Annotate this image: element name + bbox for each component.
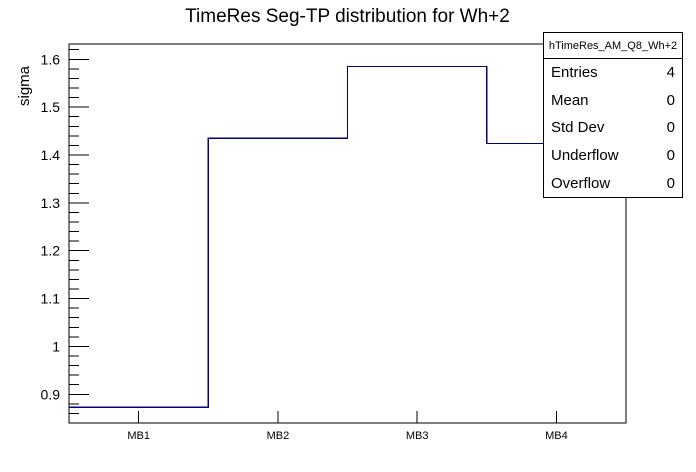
stats-value: 0 xyxy=(666,147,675,165)
stats-label: Entries xyxy=(551,64,598,82)
stats-value: 0 xyxy=(666,119,675,137)
stats-row-entries: Entries 4 xyxy=(544,59,682,87)
plot-frame xyxy=(68,43,627,424)
stats-label: Std Dev xyxy=(551,119,605,137)
x-tick-label: MB4 xyxy=(545,430,568,442)
stats-row-mean: Mean 0 xyxy=(544,87,682,115)
stats-label: Mean xyxy=(551,91,589,109)
y-tick-label: 1.4 xyxy=(41,147,61,163)
stats-value: 4 xyxy=(666,64,675,82)
stats-row-underflow: Underflow 0 xyxy=(544,142,682,170)
x-tick-label: MB2 xyxy=(267,430,290,442)
histogram-step-line xyxy=(69,65,626,408)
stats-label: Underflow xyxy=(551,147,619,165)
stats-value: 0 xyxy=(666,174,675,192)
chart-title: TimeRes Seg-TP distribution for Wh+2 xyxy=(185,6,510,27)
stats-label: Overflow xyxy=(551,174,611,192)
y-tick-label: 1 xyxy=(52,338,60,354)
stats-row-overflow: Overflow 0 xyxy=(544,169,682,197)
y-tick-label: 0.9 xyxy=(41,386,61,402)
y-tick-label: 1.5 xyxy=(41,99,61,115)
stats-value: 0 xyxy=(666,91,675,109)
stats-box-title: hTimeRes_AM_Q8_Wh+2 xyxy=(544,33,682,59)
x-tick-label: MB1 xyxy=(127,430,150,442)
y-tick-label: 1.2 xyxy=(41,243,61,259)
y-tick-label: 1.3 xyxy=(41,195,61,211)
x-tick-label: MB3 xyxy=(406,430,429,442)
stats-row-stddev: Std Dev 0 xyxy=(544,114,682,142)
stats-box: hTimeRes_AM_Q8_Wh+2 Entries 4 Mean 0 Std… xyxy=(543,32,683,198)
y-tick-label: 1.6 xyxy=(41,51,61,67)
y-tick-label: 1.1 xyxy=(41,291,61,307)
